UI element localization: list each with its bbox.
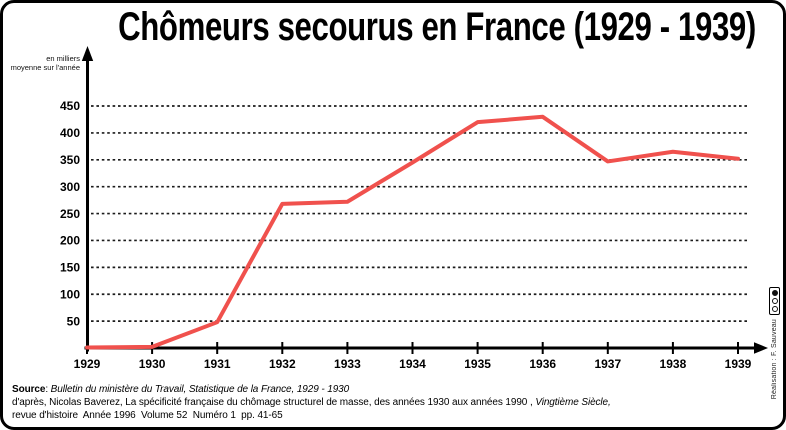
y-tick-label: 350 (60, 153, 80, 167)
source-reference: Bulletin du ministère du Travail, Statis… (50, 384, 350, 395)
source-line-3: revue d'histoire Année 1996 Volume 52 Nu… (12, 410, 283, 422)
gridlines (91, 105, 749, 322)
y-tick-label: 400 (60, 126, 80, 140)
axes (81, 46, 768, 354)
y-tick-label: 450 (60, 99, 80, 113)
x-tick-label: 1936 (529, 357, 556, 371)
credit-column: Réalisation : F. Sauveau (768, 287, 781, 399)
source-line2-journal: Vingtième Siècle, (535, 397, 611, 409)
y-tick-label: 250 (60, 207, 80, 221)
credit-text: Réalisation : F. Sauveau (771, 319, 778, 400)
cc-license-badge-icon (769, 287, 780, 315)
source-block: Source: Bulletin du ministère du Travail… (12, 383, 611, 423)
x-tick-label: 1930 (139, 357, 166, 371)
x-tick-label: 1937 (594, 357, 621, 371)
y-tick-label: 100 (60, 287, 80, 301)
source-line2-text: d'après, Nicolas Baverez, La spécificité… (12, 397, 536, 409)
y-axis-unit-label: en milliers moyenne sur l'année (3, 54, 80, 72)
y-tick-label: 300 (60, 180, 80, 194)
x-axis-arrow-icon (754, 342, 768, 354)
y-tick-label: 150 (60, 261, 80, 275)
x-tick-label: 1931 (204, 357, 231, 371)
y-axis-unit-line2: moyenne sur l'année (10, 62, 80, 72)
x-tick-label: 1933 (334, 357, 361, 371)
source-separator: : (45, 384, 51, 395)
x-tick-label: 1932 (269, 357, 296, 371)
source-line-1: Source: Bulletin du ministère du Travail… (12, 383, 611, 396)
y-axis-unit-line1: en milliers (46, 54, 80, 63)
source-line-2: d'après, Nicolas Baverez, La spécificité… (12, 396, 611, 409)
x-tick-label: 1934 (399, 357, 426, 371)
y-tick-labels: 50 100 150 200 250 300 350 400 450 (60, 99, 80, 328)
chart-title: Chômeurs secourus en France (1929 - 1939… (118, 5, 756, 49)
x-tick-label: 1938 (660, 357, 687, 371)
x-tick-label: 1929 (74, 357, 101, 371)
cc-badge-dot-icon (771, 290, 778, 296)
cc-badge-dot-icon (771, 306, 778, 312)
x-tick-label: 1935 (464, 357, 491, 371)
y-axis-arrow-icon (81, 46, 94, 61)
source-label: Source (12, 384, 46, 395)
cc-badge-dot-icon (771, 298, 778, 304)
y-tick-label: 200 (60, 234, 80, 248)
x-tick-label: 1939 (725, 357, 752, 371)
y-tick-label: 50 (67, 314, 81, 328)
data-line-chomeurs (85, 114, 740, 350)
x-tick-labels: 1929 1930 1931 1932 1933 1934 1935 1936 1937 1938… (74, 357, 752, 371)
